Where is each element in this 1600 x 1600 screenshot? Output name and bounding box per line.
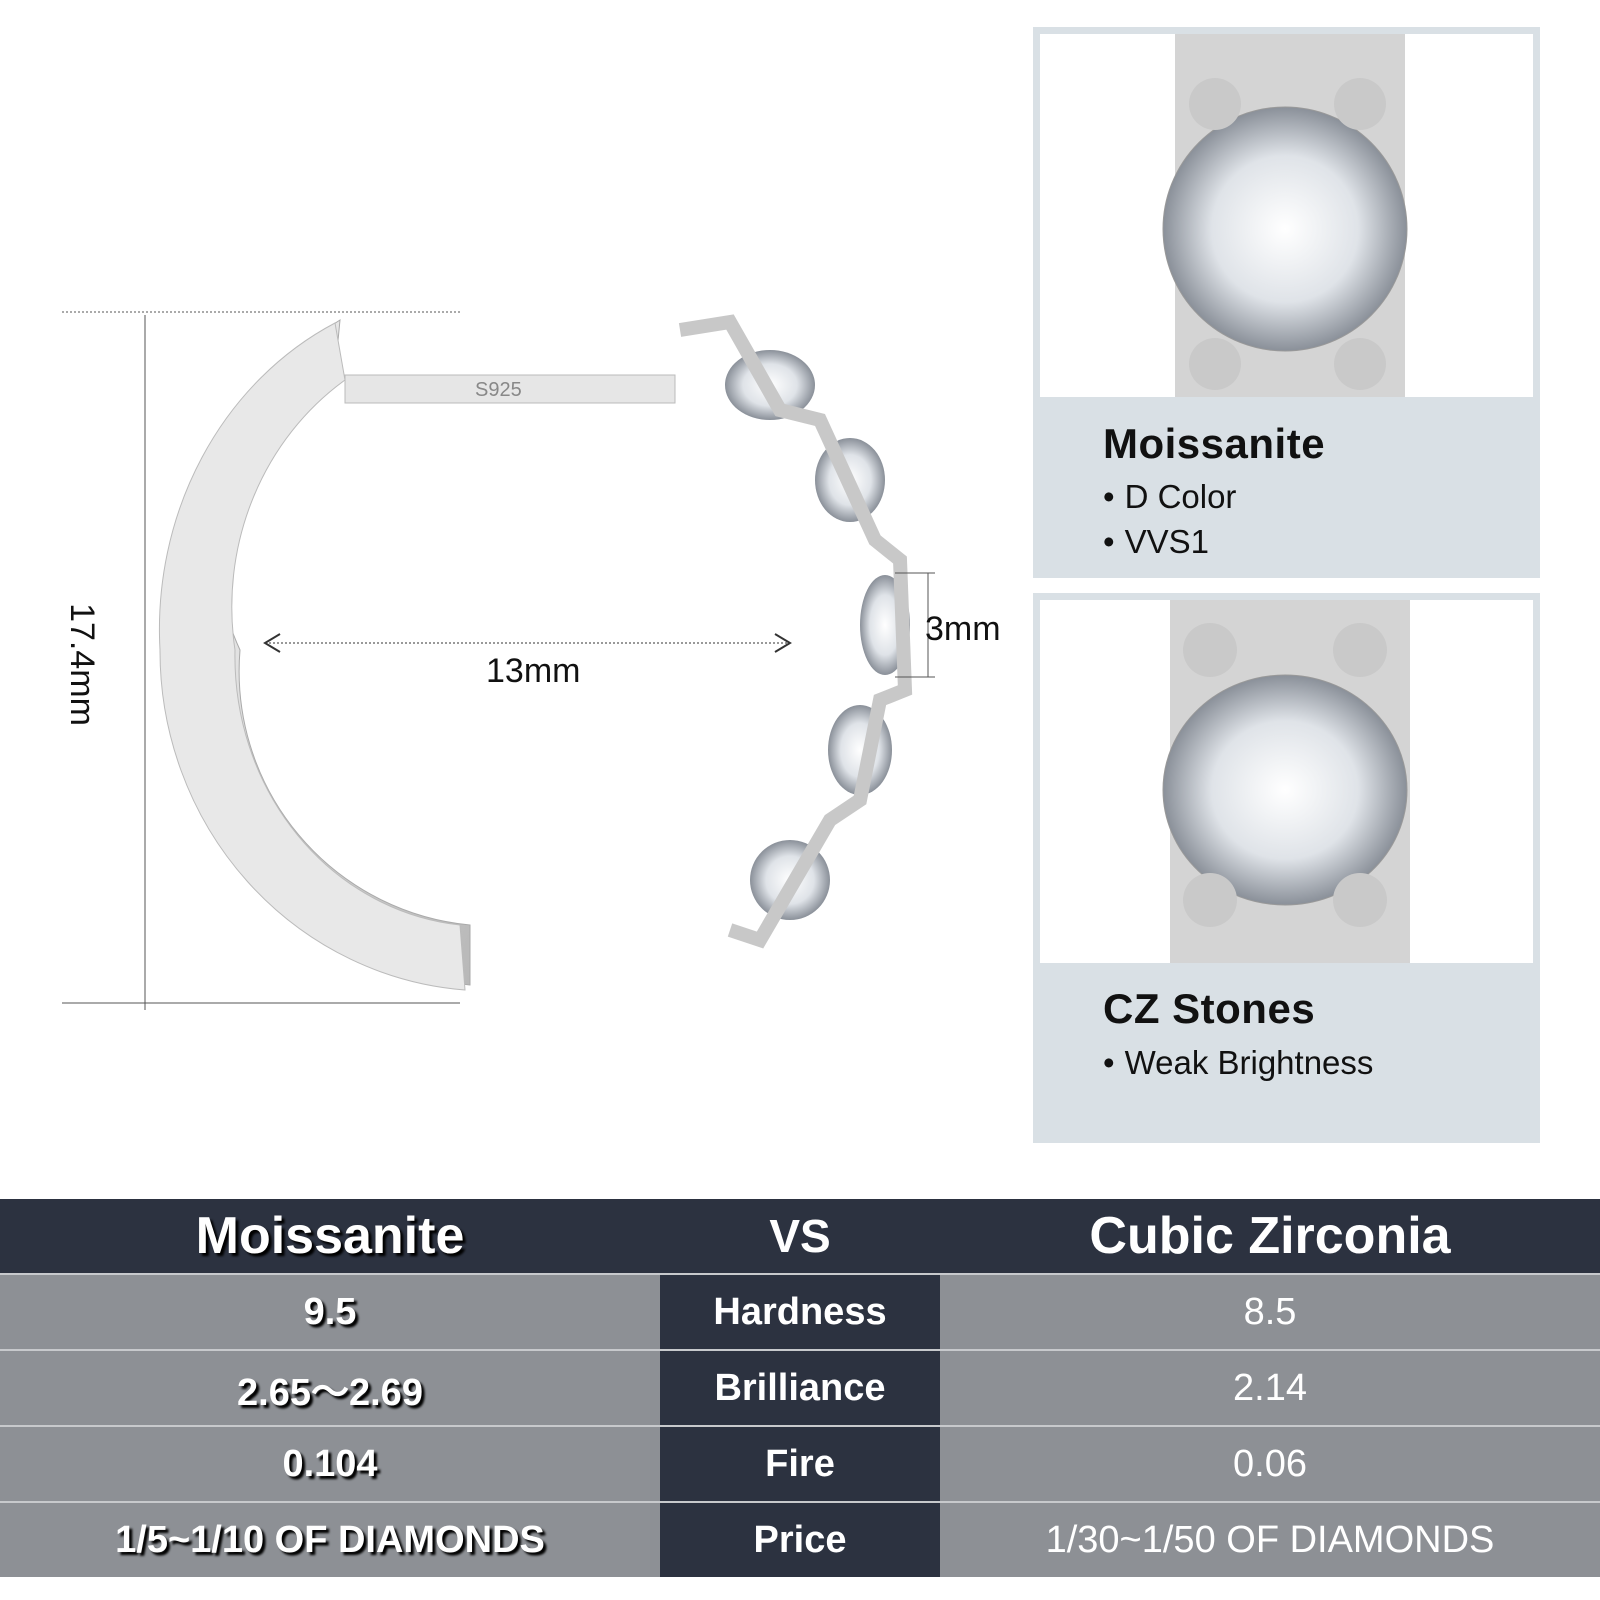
cz-value: 2.14 — [1233, 1366, 1307, 1409]
table-header: Moissanite VS Cubic Zirconia — [0, 1199, 1600, 1273]
table-row: 2.65～2.69 Brilliance 2.14 — [0, 1349, 1600, 1425]
cz-value: 1/30~1/50 OF DIAMONDS — [1045, 1518, 1495, 1561]
panel-title: CZ Stones — [1103, 985, 1316, 1032]
table-row: 1/5~1/10 OF DIAMONDS Price 1/30~1/50 OF … — [0, 1501, 1600, 1577]
moissanite-value: 1/5~1/10 OF DIAMONDS — [115, 1518, 545, 1561]
table-row: 0.104 Fire 0.06 — [0, 1425, 1600, 1501]
property-label: Hardness — [660, 1275, 940, 1349]
bullet: D Color — [1103, 474, 1237, 519]
height-dimension: 17.4mm — [62, 603, 101, 726]
cz-closeup-image — [1040, 600, 1533, 963]
stone-row — [678, 314, 913, 949]
panel-bullets: Weak Brightness — [1103, 1040, 1374, 1085]
hinge-post — [344, 374, 676, 404]
header-cubic-zirconia: Cubic Zirconia — [1089, 1207, 1451, 1265]
metal-stamp: S925 — [475, 379, 522, 401]
moissanite-closeup-image — [1040, 34, 1533, 397]
property-label: Brilliance — [660, 1351, 940, 1425]
comparison-table: Moissanite VS Cubic Zirconia 9.5 Hardnes… — [0, 1199, 1600, 1577]
moissanite-panel: Moissanite D Color VVS1 — [1033, 27, 1540, 578]
header-vs: VS — [660, 1199, 940, 1273]
table-row: 9.5 Hardness 8.5 — [0, 1273, 1600, 1349]
moissanite-value: 2.65～2.69 — [237, 1371, 423, 1414]
bullet: Weak Brightness — [1103, 1040, 1374, 1085]
panel-bullets: D Color VVS1 — [1103, 474, 1237, 564]
earring-illustration: S925 — [62, 311, 935, 1010]
header-moissanite: Moissanite — [195, 1207, 465, 1265]
bullet: VVS1 — [1103, 519, 1236, 564]
panel-title: Moissanite — [1103, 420, 1326, 467]
inner-diameter-dimension: 13mm — [486, 652, 581, 690]
moissanite-value: 9.5 — [303, 1290, 357, 1333]
stone-width-dimension: 3mm — [925, 610, 1001, 648]
cz-panel: CZ Stones Weak Brightness — [1033, 593, 1540, 1143]
property-label: Price — [660, 1503, 940, 1577]
moissanite-value: 0.104 — [282, 1442, 378, 1485]
cz-value: 8.5 — [1243, 1290, 1297, 1333]
cz-value: 0.06 — [1233, 1442, 1307, 1485]
property-label: Fire — [660, 1427, 940, 1501]
